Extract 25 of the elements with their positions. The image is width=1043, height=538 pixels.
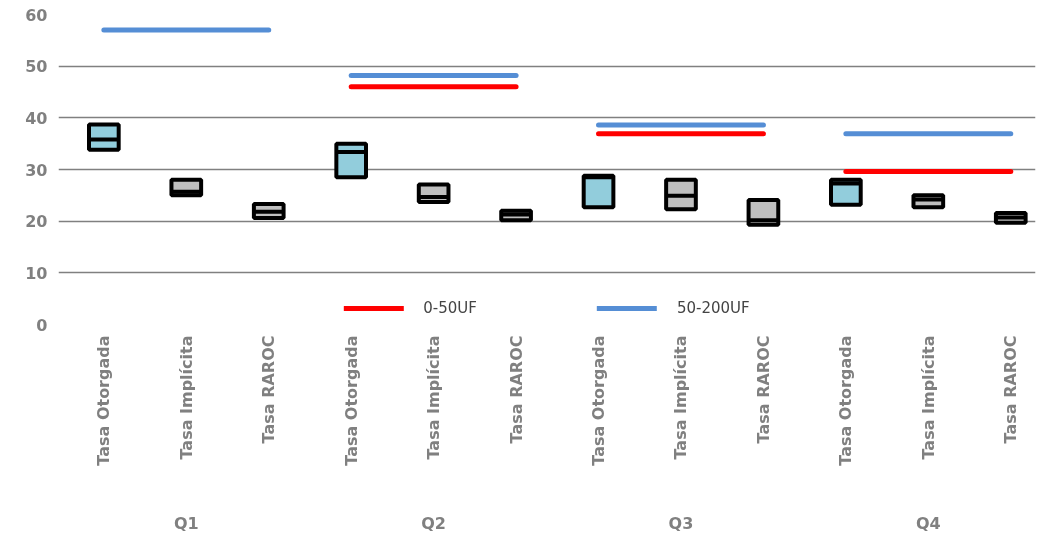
x-tick-label: Tasa Otorgada: [94, 335, 114, 466]
y-tick-label: 50: [25, 57, 48, 77]
x-tick-label: Tasa Implícita: [918, 335, 938, 460]
x-tick-label: Tasa RAROC: [506, 335, 526, 444]
legend-label: 50-200UF: [676, 299, 750, 317]
y-tick-label: 30: [25, 160, 48, 180]
x-tick-label: Tasa RAROC: [259, 335, 279, 444]
legend-label: 0-50UF: [423, 299, 477, 317]
x-tick-label: Tasa Otorgada: [589, 335, 609, 466]
x-tick-label: Tasa Implícita: [671, 335, 691, 460]
text: Q4: [915, 514, 941, 534]
text: Q3: [668, 514, 694, 534]
y-tick-label: 0: [36, 315, 48, 335]
text: Q1: [173, 514, 199, 534]
x-tick-label: Tasa RAROC: [1001, 335, 1021, 444]
x-tick-label: Tasa Implícita: [176, 335, 196, 460]
text: Q2: [421, 514, 446, 534]
x-tick-label: Tasa Otorgada: [341, 335, 361, 466]
y-tick-label: 20: [25, 212, 48, 232]
x-tick-label: Tasa Otorgada: [836, 335, 856, 466]
y-tick-label: 10: [25, 263, 48, 283]
x-tick-label: Tasa RAROC: [753, 335, 773, 444]
x-tick-label: Tasa Implícita: [424, 335, 444, 460]
y-tick-label: 60: [25, 5, 48, 25]
y-tick-label: 40: [25, 108, 48, 128]
